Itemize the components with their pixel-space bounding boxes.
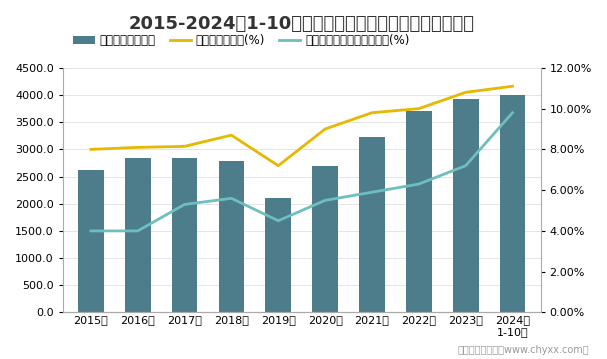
应收账款百分比(%) (87, 147, 95, 151)
应收账款百分比(%) (228, 133, 235, 137)
应收账款占营业收入的比重(%) (87, 229, 95, 233)
应收账款百分比(%) (368, 111, 376, 115)
应收账款百分比(%) (134, 145, 141, 149)
Bar (78, 170, 104, 312)
应收账款百分比(%) (509, 84, 516, 88)
应收账款百分比(%) (415, 107, 422, 111)
Title: 2015-2024年1-10月农副食品加工业企业应收账款统计图: 2015-2024年1-10月农副食品加工业企业应收账款统计图 (129, 15, 475, 33)
应收账款百分比(%) (462, 90, 469, 94)
应收账款占营业收入的比重(%) (228, 196, 235, 200)
Legend: 应收账款（亿元）, 应收账款百分比(%), 应收账款占营业收入的比重(%): 应收账款（亿元）, 应收账款百分比(%), 应收账款占营业收入的比重(%) (69, 30, 414, 52)
Bar (125, 158, 151, 312)
Bar (265, 198, 291, 312)
Text: 制图：智研咨询（www.chyxx.com）: 制图：智研咨询（www.chyxx.com） (457, 345, 589, 355)
Line: 应收账款占营业收入的比重(%): 应收账款占营业收入的比重(%) (91, 113, 512, 231)
Bar (359, 137, 385, 312)
Bar (453, 99, 478, 312)
应收账款占营业收入的比重(%) (274, 219, 282, 223)
Bar (500, 94, 526, 312)
应收账款百分比(%) (181, 144, 188, 149)
应收账款占营业收入的比重(%) (322, 198, 329, 202)
Bar (312, 166, 338, 312)
应收账款占营业收入的比重(%) (509, 111, 516, 115)
Bar (219, 161, 244, 312)
应收账款百分比(%) (322, 127, 329, 131)
Line: 应收账款百分比(%): 应收账款百分比(%) (91, 86, 512, 166)
应收账款占营业收入的比重(%) (181, 202, 188, 206)
Bar (406, 111, 432, 312)
应收账款占营业收入的比重(%) (462, 164, 469, 168)
应收账款占营业收入的比重(%) (415, 182, 422, 186)
应收账款百分比(%) (274, 164, 282, 168)
应收账款占营业收入的比重(%) (368, 190, 376, 194)
Bar (172, 158, 197, 312)
应收账款占营业收入的比重(%) (134, 229, 141, 233)
